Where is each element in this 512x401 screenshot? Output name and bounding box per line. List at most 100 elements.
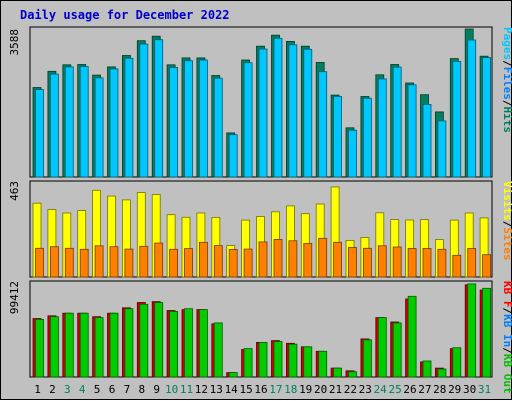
bar-files-1 — [35, 89, 44, 178]
bar-sites-3 — [64, 247, 74, 278]
bar-files-20 — [318, 71, 328, 178]
bar-files-4 — [79, 66, 89, 178]
bar-files-12 — [198, 59, 208, 178]
bar-files-5 — [94, 77, 104, 178]
bar-files-3 — [64, 66, 74, 178]
x-tick-label: 8 — [138, 383, 145, 396]
x-tick-label: 27 — [418, 383, 431, 396]
x-tick-label: 24 — [374, 383, 388, 396]
bar-sites-9 — [154, 242, 164, 278]
x-tick-label: 28 — [433, 383, 446, 396]
bar-sites-12 — [198, 241, 208, 278]
legend-hits-panel: Pages/Files/Hits — [501, 27, 512, 133]
bar-sites-27 — [422, 248, 432, 278]
bar-kb-out-1 — [35, 318, 44, 378]
bar-kb-out-21 — [333, 367, 343, 378]
bar-kb-out-9 — [154, 302, 164, 378]
x-tick-label: 18 — [284, 383, 297, 396]
bar-kb-out-20 — [318, 350, 328, 378]
bar-sites-18 — [288, 240, 298, 278]
x-tick-label: 20 — [314, 383, 327, 396]
legend-separator: / — [501, 221, 512, 228]
bar-kb-out-14 — [228, 372, 238, 378]
bar-kb-out-27 — [422, 360, 432, 378]
bar-sites-30 — [467, 248, 477, 278]
bar-kb-out-31 — [482, 287, 492, 378]
bar-kb-out-24 — [377, 317, 387, 378]
x-tick-label: 23 — [359, 383, 372, 396]
bar-kb-out-3 — [64, 312, 74, 378]
bar-files-26 — [407, 84, 417, 178]
bar-sites-7 — [124, 248, 134, 278]
bar-files-8 — [139, 43, 149, 178]
bar-kb-out-6 — [109, 312, 119, 378]
x-tick-label: 21 — [329, 383, 342, 396]
chart-title: Daily usage for December 2022 — [20, 8, 230, 22]
bar-kb-out-28 — [437, 368, 447, 378]
x-tick-label: 5 — [94, 383, 101, 396]
legend-sites: Sites — [501, 227, 512, 260]
x-tick-label: 12 — [195, 383, 208, 396]
legend-separator: / — [501, 308, 512, 315]
bar-sites-8 — [139, 245, 149, 278]
bar-sites-29 — [452, 254, 462, 278]
bar-files-14 — [228, 134, 238, 178]
x-tick-label: 6 — [109, 383, 116, 396]
bar-files-21 — [333, 96, 343, 178]
bar-sites-11 — [184, 248, 193, 278]
legend-separator: / — [501, 100, 512, 107]
bar-files-13 — [213, 77, 223, 178]
bar-kb-out-30 — [467, 283, 477, 378]
legend-pages: Pages — [501, 27, 512, 60]
x-tick-label: 2 — [49, 383, 56, 396]
bar-sites-16 — [258, 241, 268, 278]
legend-kb-out: KB Out — [501, 354, 512, 394]
bar-sites-21 — [333, 241, 343, 278]
bar-sites-31 — [482, 254, 492, 278]
bar-sites-22 — [348, 247, 357, 278]
bar-kb-out-8 — [139, 303, 149, 378]
bar-sites-19 — [303, 243, 313, 278]
x-tick-label: 25 — [388, 383, 401, 396]
bar-sites-4 — [79, 248, 89, 278]
x-tick-label: 14 — [225, 383, 239, 396]
x-tick-label: 13 — [210, 383, 223, 396]
bar-sites-10 — [169, 248, 179, 278]
bar-files-9 — [154, 39, 164, 178]
bar-files-31 — [482, 57, 492, 178]
bar-sites-6 — [109, 246, 119, 278]
bar-files-24 — [377, 78, 387, 178]
bar-sites-15 — [243, 248, 253, 278]
legend-kb-in: KB In — [501, 314, 512, 347]
bar-files-30 — [467, 39, 477, 178]
max-label-kbytes: 99412 — [8, 281, 21, 314]
bar-files-2 — [50, 73, 59, 178]
bar-kb-out-22 — [348, 371, 357, 378]
bar-sites-24 — [377, 245, 387, 278]
bar-kb-out-4 — [79, 312, 89, 378]
bar-files-25 — [392, 66, 402, 178]
bar-sites-25 — [392, 246, 402, 278]
x-tick-label: 7 — [124, 383, 131, 396]
x-tick-label: 22 — [344, 383, 357, 396]
x-tick-label: 16 — [254, 383, 267, 396]
bar-files-15 — [243, 62, 253, 178]
bar-kb-out-2 — [50, 316, 59, 378]
bar-sites-28 — [437, 248, 447, 278]
bar-sites-20 — [318, 237, 328, 278]
bar-files-18 — [288, 44, 298, 178]
bar-files-11 — [184, 60, 193, 178]
bar-sites-1 — [35, 247, 44, 278]
bar-files-17 — [273, 37, 283, 178]
bar-sites-14 — [228, 248, 238, 278]
bar-kb-out-16 — [258, 341, 268, 378]
bar-files-19 — [303, 48, 313, 178]
bar-files-6 — [109, 68, 119, 178]
bar-files-27 — [422, 104, 432, 178]
x-tick-label: 31 — [478, 383, 491, 396]
x-tick-label: 29 — [448, 383, 461, 396]
bar-files-28 — [437, 120, 447, 178]
x-tick-label: 4 — [79, 383, 86, 396]
legend-kbytes-panel: KB F/KB In/KB Out — [501, 281, 512, 394]
x-tick-label: 17 — [269, 383, 282, 396]
